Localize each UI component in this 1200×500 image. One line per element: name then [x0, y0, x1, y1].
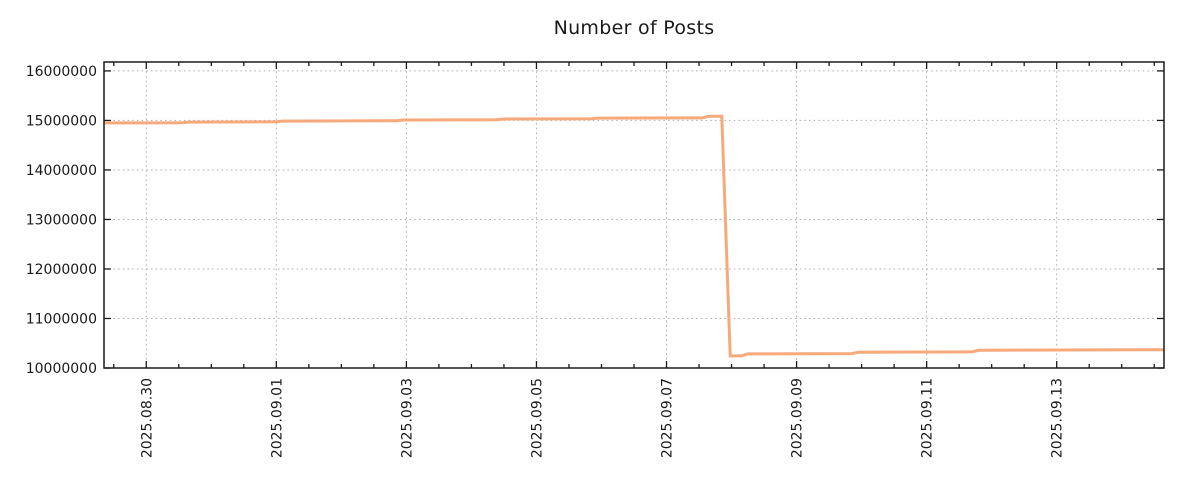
- series-line-posts: [103, 114, 1165, 358]
- plot-border: [103, 61, 1165, 369]
- x-axis-tick-label: 2025.09.07: [660, 378, 676, 458]
- y-axis-tick-label: 13000000: [26, 212, 97, 228]
- x-axis-tick-label: 2025.09.11: [920, 378, 936, 458]
- x-axis-tick-label: 2025.09.01: [269, 378, 285, 458]
- y-axis-tick-label: 14000000: [26, 163, 97, 179]
- y-axis-tick-label: 16000000: [26, 64, 97, 80]
- x-axis-tick-label: 2025.09.13: [1050, 378, 1066, 458]
- x-axis-tick-label: 2025.08.30: [139, 378, 155, 458]
- x-axis-tick-label: 2025.09.03: [399, 378, 415, 458]
- x-axis-tick-label: 2025.09.05: [529, 378, 545, 458]
- y-axis-tick-label: 12000000: [26, 262, 97, 278]
- y-axis-tick-label: 10000000: [26, 361, 97, 377]
- chart-title: Number of Posts: [553, 17, 715, 39]
- x-axis-tick-label: 2025.09.09: [790, 378, 806, 458]
- y-axis-tick-label: 15000000: [26, 113, 97, 129]
- y-axis-tick-label: 11000000: [26, 311, 97, 327]
